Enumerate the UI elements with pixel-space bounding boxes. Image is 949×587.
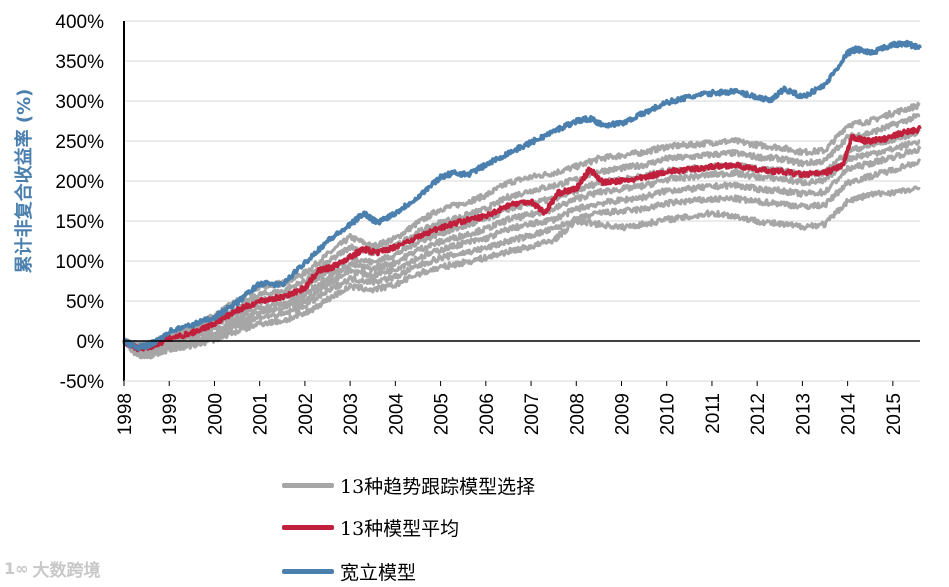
y-axis-label: 累计非复合收益率 (%) [13, 89, 35, 274]
y-tick-label: 400% [55, 12, 104, 33]
watermark-logo: 1∞ [4, 559, 29, 578]
y-tick-label: 250% [55, 132, 104, 153]
legend-item-average: 13种模型平均 [282, 512, 459, 542]
x-tick-label: 2007 [522, 393, 543, 435]
x-tick-label: 2008 [567, 393, 588, 435]
y-tick-label: -50% [60, 372, 104, 393]
x-tick-label: 2003 [341, 393, 362, 435]
y-tick-label: 300% [55, 92, 104, 113]
x-tick-label: 2005 [432, 393, 453, 435]
x-tick-label: 2001 [251, 393, 272, 435]
y-tick-label: 50% [66, 292, 104, 313]
series-kuanli-line [122, 39, 922, 352]
x-tick-label: 1998 [115, 393, 136, 435]
watermark-text: 大数跨境 [32, 561, 101, 581]
series-average-line [122, 125, 922, 353]
x-tick-label: 2000 [205, 393, 226, 435]
x-tick-label: 2014 [839, 393, 860, 436]
y-tick-label: 150% [55, 212, 104, 233]
series-trend-model-line-4 [122, 139, 921, 355]
x-tick-label: 2012 [748, 393, 769, 435]
x-tick-label: 2009 [613, 393, 634, 435]
x-tick-label: 2002 [296, 393, 317, 435]
legend-swatch-average [282, 524, 334, 530]
legend-swatch-kuanli [282, 568, 334, 574]
x-tick-label: 2015 [884, 393, 905, 435]
legend-label-kuanli: 宽立模型 [340, 561, 417, 584]
x-tick-label: 2011 [703, 393, 724, 434]
x-tick-label: 2013 [793, 393, 814, 435]
legend-label-average: 13种模型平均 [340, 517, 460, 540]
x-tick-label: 2010 [658, 393, 679, 435]
y-tick-label: 100% [55, 252, 104, 273]
x-tick-label: 2004 [386, 393, 407, 436]
series-layer [122, 39, 922, 360]
watermark: 1∞ 大数跨境 [4, 556, 100, 581]
y-tick-labels: -50% 0% 50% 100% 150% 200% 250% 300% 350% 400% [55, 12, 104, 393]
x-tick-label: 1999 [160, 393, 181, 435]
axes [123, 21, 920, 386]
legend-label-trend-models: 13种趋势跟踪模型选择 [340, 475, 536, 498]
series-trend-model-line-7 [122, 185, 921, 360]
y-tick-label: 0% [77, 332, 105, 353]
y-tick-label: 200% [55, 172, 104, 193]
x-tick-label: 2006 [477, 393, 498, 435]
y-tick-label: 350% [55, 52, 104, 73]
legend-item-kuanli: 宽立模型 [282, 556, 416, 586]
x-tick-labels: 1998 1999 2000 2001 2002 2003 2004 2005 2006 2007… [115, 393, 905, 436]
series-trend-model-line-6 [122, 158, 922, 358]
legend-item-trend-models: 13种趋势跟踪模型选择 [282, 470, 535, 500]
legend-swatch-trend-models [282, 482, 334, 488]
